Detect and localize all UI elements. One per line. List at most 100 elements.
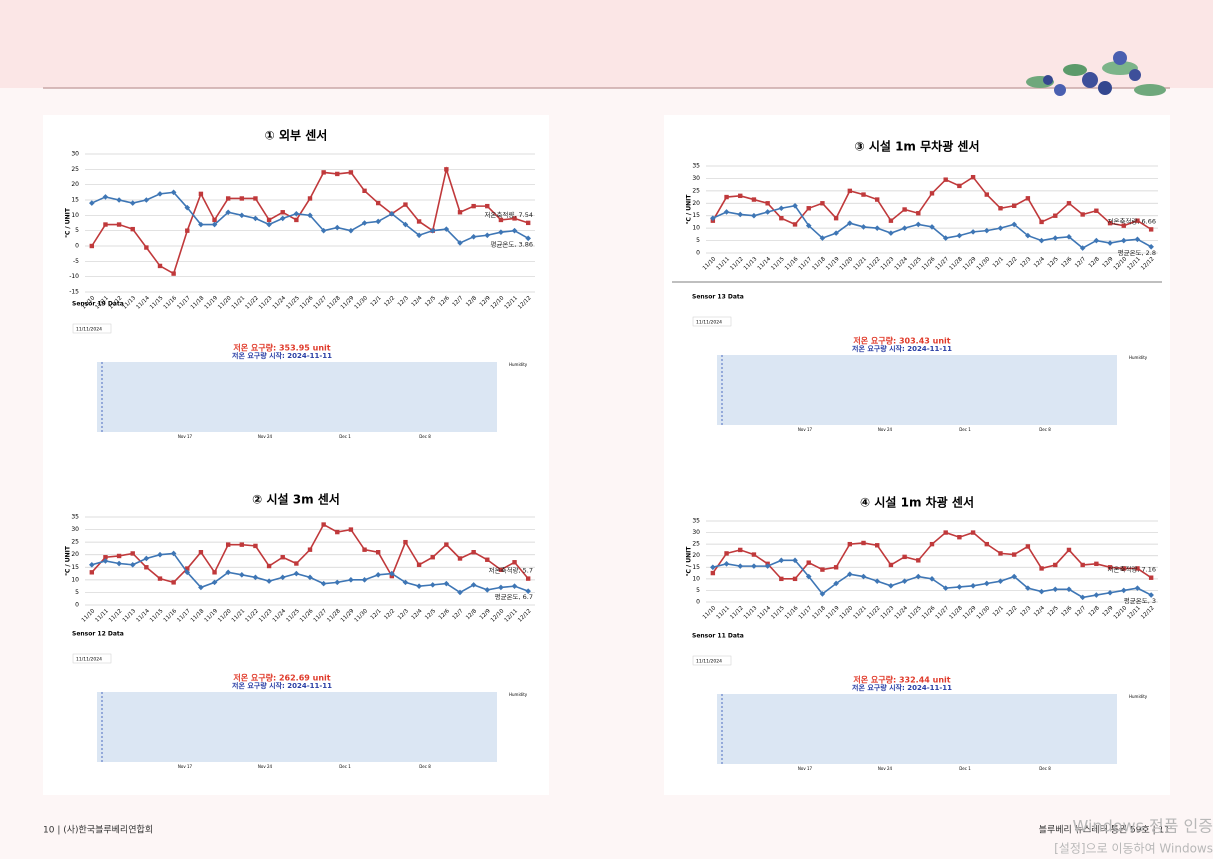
y-tick-label: 0	[75, 243, 79, 250]
y-tick-label: 0	[696, 250, 700, 257]
data-point	[498, 217, 504, 223]
data-point	[792, 222, 798, 227]
data-point	[443, 226, 450, 232]
data-point	[471, 550, 476, 555]
data-point	[1066, 234, 1072, 240]
y-tick-label: 20	[71, 181, 79, 188]
data-point	[266, 217, 272, 223]
data-point	[485, 203, 490, 209]
data-point	[1134, 585, 1141, 591]
data-point	[184, 204, 191, 211]
data-point	[348, 577, 354, 583]
data-point	[416, 583, 422, 589]
data-point	[916, 558, 921, 563]
x-tick-label: Dec 8	[419, 434, 431, 439]
data-point	[847, 188, 853, 194]
data-point	[102, 194, 109, 200]
y-tick-label: 35	[692, 163, 700, 170]
data-point	[737, 211, 744, 218]
x-tick-label: Nov 17	[178, 434, 193, 439]
data-point	[1038, 588, 1045, 595]
data-point	[279, 215, 286, 222]
legend-label: Humidity	[1129, 355, 1148, 360]
data-point	[860, 573, 867, 580]
data-point	[321, 170, 326, 175]
data-point	[997, 578, 1004, 584]
sensor-title: Sensor 19 Data	[72, 301, 124, 308]
date-value: 11/11/2024	[76, 657, 102, 663]
data-point	[820, 201, 825, 206]
data-point	[779, 576, 784, 582]
data-point	[198, 584, 204, 591]
data-point	[983, 227, 990, 234]
y-tick-label: 10	[692, 575, 700, 582]
data-point	[157, 576, 163, 581]
y-tick-label: 25	[692, 187, 700, 194]
data-point	[710, 570, 716, 576]
data-point	[737, 563, 744, 569]
date-box	[692, 655, 732, 666]
data-point	[943, 530, 948, 535]
data-point	[957, 183, 962, 189]
data-point	[89, 561, 95, 568]
data-point	[321, 522, 326, 527]
data-point	[525, 588, 531, 594]
data-point	[375, 200, 381, 206]
data-point	[361, 577, 368, 583]
data-point	[764, 563, 771, 569]
data-point	[498, 567, 504, 572]
data-point	[875, 543, 880, 548]
data-point	[833, 216, 839, 221]
data-point	[778, 205, 785, 212]
data-point	[1011, 573, 1017, 580]
data-point	[1148, 575, 1154, 580]
data-point	[266, 578, 272, 584]
annotation: 저온축적량, 5.7	[489, 566, 533, 575]
date-box	[72, 323, 112, 334]
data-point	[320, 580, 327, 587]
y-tick-label: 10	[71, 576, 79, 583]
data-point	[929, 576, 935, 582]
data-point	[89, 570, 95, 575]
data-point	[861, 540, 866, 546]
data-point	[280, 210, 285, 215]
data-point	[443, 580, 450, 587]
data-point	[1121, 566, 1126, 571]
data-point	[1066, 586, 1072, 593]
data-point	[143, 555, 150, 562]
data-point	[1025, 585, 1031, 591]
data-point	[525, 235, 531, 242]
left-card	[43, 115, 549, 795]
data-point	[942, 585, 949, 591]
y-tick-label: 10	[71, 212, 79, 219]
data-point	[280, 555, 285, 560]
data-point	[1107, 220, 1113, 226]
y-tick-label: 30	[692, 175, 700, 182]
data-point	[211, 221, 218, 228]
data-point	[888, 230, 894, 236]
data-point	[307, 196, 313, 201]
x-tick-label: Dec 1	[339, 764, 351, 769]
data-point	[429, 227, 436, 234]
y-axis-label: ℃ / UNIT	[686, 194, 693, 225]
annotation: 평균온도, 2.8	[1118, 248, 1156, 257]
plot-area	[97, 692, 497, 762]
data-point	[389, 570, 395, 577]
data-point	[723, 561, 730, 567]
data-point	[130, 551, 135, 556]
data-point	[402, 221, 409, 228]
data-point	[457, 210, 463, 215]
data-point	[157, 263, 163, 269]
data-point	[984, 192, 989, 197]
data-point	[792, 202, 798, 209]
sensor-title: Sensor 13 Data	[692, 294, 744, 301]
data-point	[1080, 562, 1085, 568]
data-point	[307, 212, 313, 219]
y-tick-label: 0	[696, 599, 700, 606]
y-tick-label: 35	[692, 518, 700, 525]
y-tick-label: 15	[71, 197, 79, 204]
data-point	[225, 209, 231, 216]
data-point	[861, 192, 866, 197]
data-point	[929, 191, 935, 196]
y-tick-label: -15	[69, 289, 79, 296]
